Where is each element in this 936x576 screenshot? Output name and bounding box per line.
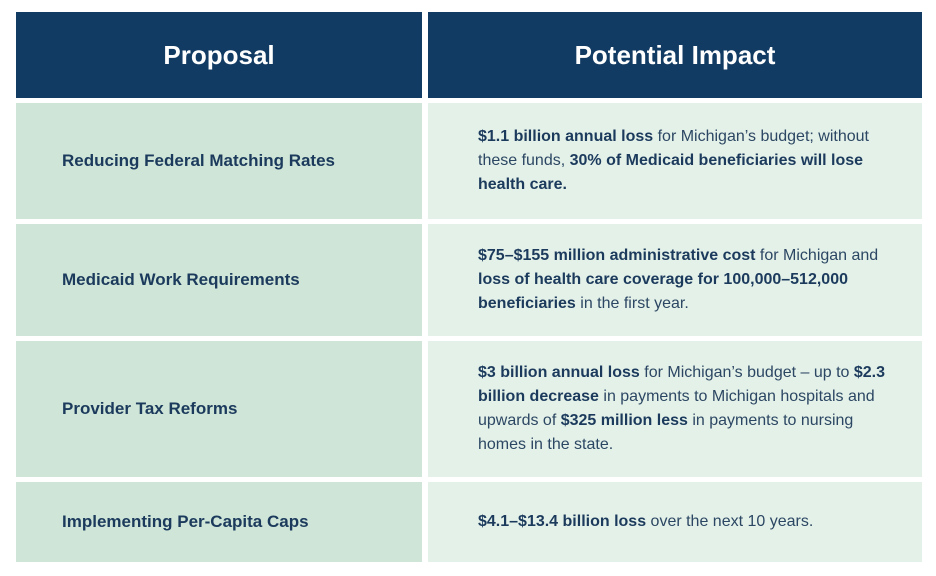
- impact-highlight: $1.1 billion annual loss: [478, 128, 654, 145]
- impact-highlight: $75–$155 million administrative cost: [478, 247, 756, 264]
- impact-segment: in payments to nursing homes in the stat…: [478, 412, 854, 453]
- impact-text: $1.1 billion annual loss for Michigan’s …: [478, 125, 892, 197]
- proposal-column-header: Proposal: [16, 12, 422, 98]
- policy-impact-table: Proposal Potential Impact Reducing Feder…: [16, 12, 922, 562]
- impact-cell: $3 billion annual loss for Michigan’s bu…: [428, 341, 922, 477]
- impact-column-header: Potential Impact: [428, 12, 922, 98]
- proposal-cell: Reducing Federal Matching Rates: [16, 103, 422, 219]
- impact-highlight: $4.1–$13.4 billion loss: [478, 513, 647, 530]
- impact-highlight: loss of health care coverage for 100,000…: [478, 271, 848, 312]
- impact-text: $4.1–$13.4 billion loss over the next 10…: [478, 510, 813, 534]
- impact-segment: for Michigan and: [755, 247, 879, 264]
- proposal-cell: Provider Tax Reforms: [16, 341, 422, 477]
- impact-segment: in payments to Michigan hospitals and up…: [478, 388, 875, 429]
- impact-highlight: $3 billion annual loss: [478, 364, 640, 381]
- impact-highlight: 30% of Medicaid beneficiaries will lose …: [478, 152, 864, 193]
- impact-segment: for Michigan’s budget; without these fun…: [478, 128, 869, 169]
- proposal-cell: Medicaid Work Requirements: [16, 224, 422, 336]
- impact-cell: $75–$155 million administrative cost for…: [428, 224, 922, 336]
- impact-cell: $4.1–$13.4 billion loss over the next 10…: [428, 482, 922, 562]
- impact-highlight: $2.3 billion decrease: [478, 364, 886, 405]
- impact-text: $75–$155 million administrative cost for…: [478, 244, 892, 316]
- impact-highlight: $325 million less: [560, 412, 688, 429]
- impact-cell: $1.1 billion annual loss for Michigan’s …: [428, 103, 922, 219]
- impact-segment: in the first year.: [575, 295, 689, 312]
- proposal-cell: Implementing Per-Capita Caps: [16, 482, 422, 562]
- impact-text: $3 billion annual loss for Michigan’s bu…: [478, 361, 892, 457]
- impact-segment: for Michigan’s budget – up to: [639, 364, 854, 381]
- impact-segment: over the next 10 years.: [646, 513, 814, 530]
